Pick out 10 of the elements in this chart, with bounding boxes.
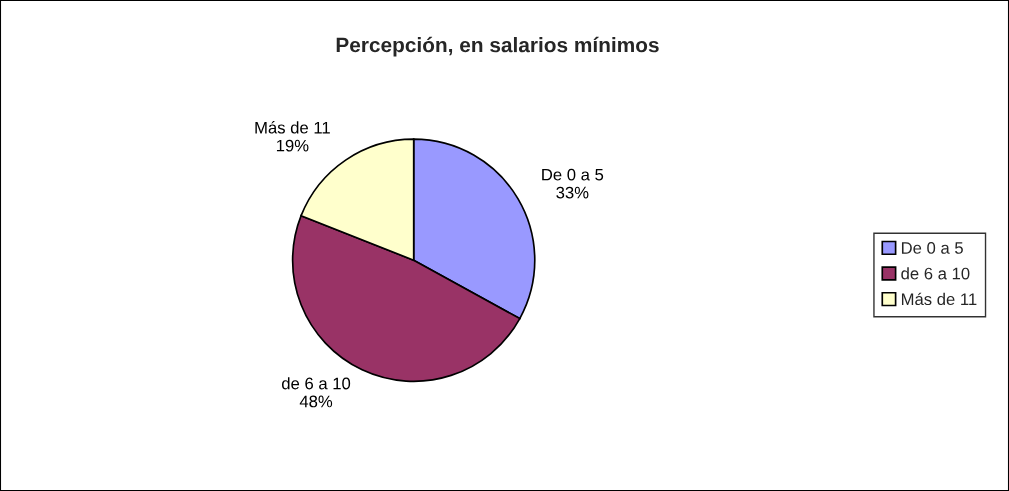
data-label: 19% [276,139,309,152]
legend-label: de 6 a 10 [901,267,970,280]
slice-label: de 6 a 10 [282,377,351,390]
chart-title: Percepción, en salarios mínimos [336,36,659,57]
data-label: 48% [299,395,333,408]
slice-label: De 0 a 5 [542,168,604,181]
legend-label: De 0 a 5 [901,242,963,254]
data-label: 33% [556,186,589,199]
slice-label: Más de 11 [255,121,330,134]
legend-label: Más de 11 [901,292,977,306]
